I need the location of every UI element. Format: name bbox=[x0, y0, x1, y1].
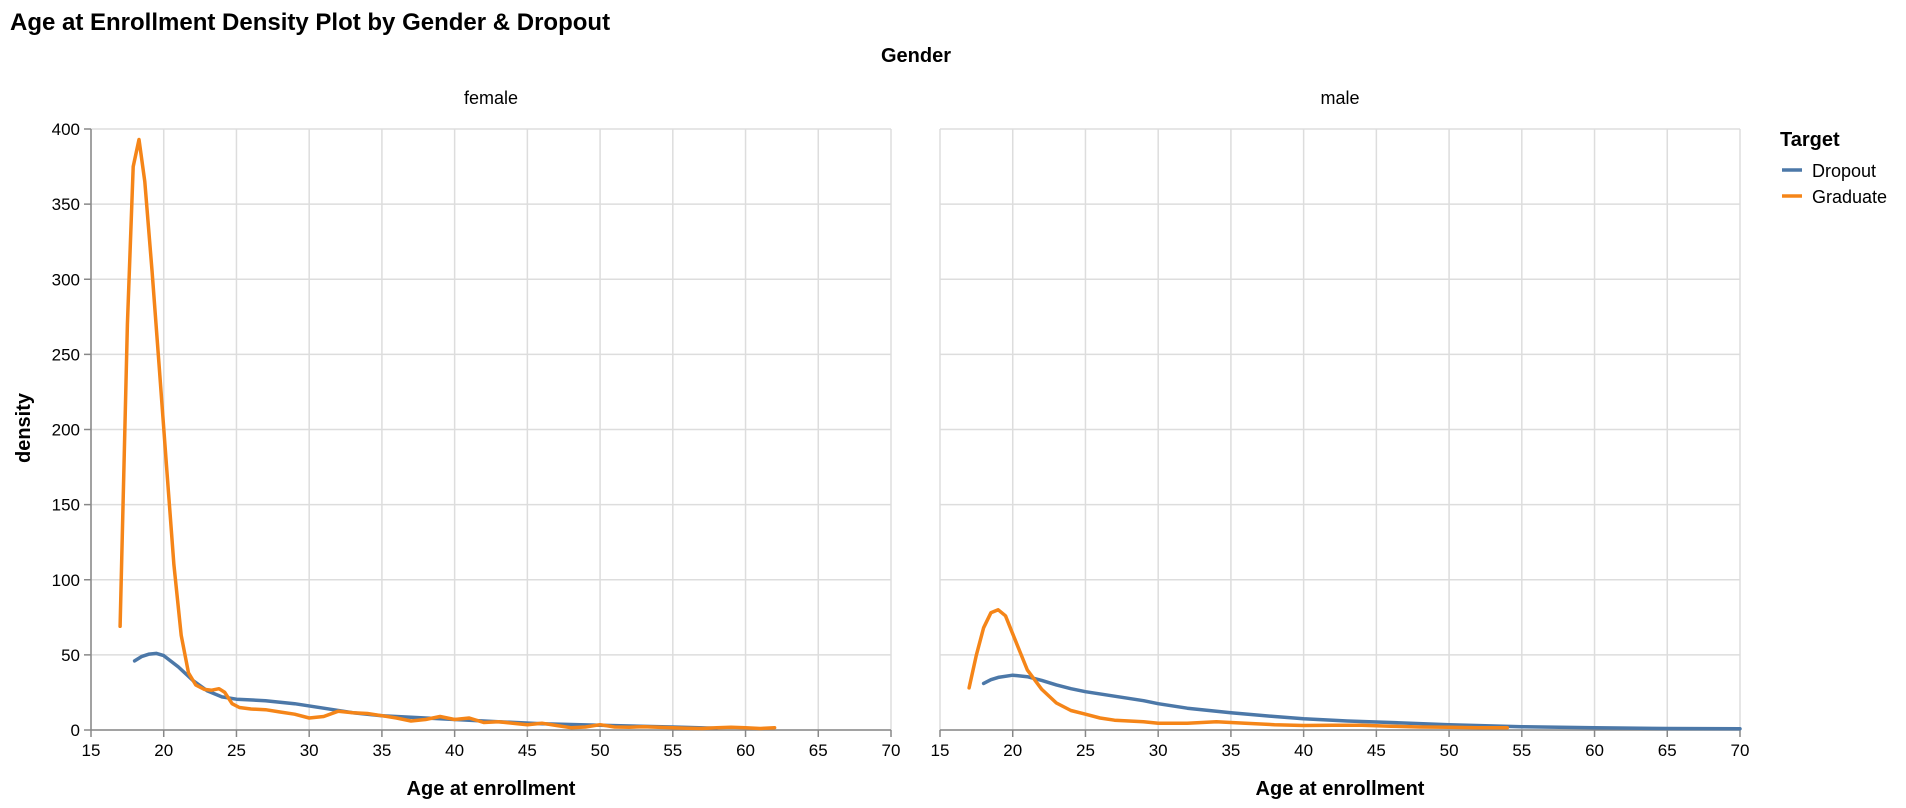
facet-header: Gender bbox=[881, 45, 951, 67]
y-tick-label: 50 bbox=[61, 646, 80, 665]
x-tick-label: 45 bbox=[1367, 741, 1386, 760]
y-tick-label: 400 bbox=[52, 120, 80, 139]
y-tick-label: 250 bbox=[52, 345, 80, 364]
facet-panel-male: male 15 20 25 30 35 40 45 50 55 60 65 70 Age at enrol… bbox=[931, 88, 1750, 800]
legend: Target Dropout Graduate bbox=[1780, 129, 1887, 207]
y-tick-label: 300 bbox=[52, 270, 80, 289]
x-tick-label: 30 bbox=[300, 741, 319, 760]
facet-label-male: male bbox=[1320, 88, 1359, 108]
x-tick-label: 65 bbox=[809, 741, 828, 760]
x-tick-label: 70 bbox=[1731, 741, 1750, 760]
x-tick-label: 25 bbox=[1076, 741, 1095, 760]
x-tick-label: 15 bbox=[931, 741, 950, 760]
x-tick-label: 20 bbox=[1003, 741, 1022, 760]
facet-panel-female: female 15 20 25 30 35 40 45 50 55 60 65 70 Age at enr… bbox=[52, 88, 901, 800]
y-tick-label: 0 bbox=[71, 721, 80, 740]
x-tick-label: 45 bbox=[518, 741, 537, 760]
series-line-graduate-female bbox=[118, 137, 777, 731]
x-axis-title: Age at enrollment bbox=[407, 778, 576, 800]
x-tick-label: 55 bbox=[1512, 741, 1531, 760]
chart-title: Age at Enrollment Density Plot by Gender… bbox=[10, 9, 610, 36]
x-tick-label: 40 bbox=[445, 741, 464, 760]
series-line-graduate-male bbox=[967, 608, 1510, 730]
y-axis-title: density bbox=[13, 392, 35, 463]
facets-layer: female 15 20 25 30 35 40 45 50 55 60 65 70 Age at enr… bbox=[52, 88, 1750, 800]
x-tick-label: 55 bbox=[663, 741, 682, 760]
x-tick-label: 20 bbox=[154, 741, 173, 760]
x-tick-label: 35 bbox=[372, 741, 391, 760]
x-tick-label: 70 bbox=[882, 741, 901, 760]
y-tick-label: 100 bbox=[52, 571, 80, 590]
x-tick-label: 35 bbox=[1221, 741, 1240, 760]
x-axis-title: Age at enrollment bbox=[1256, 778, 1425, 800]
x-tick-label: 60 bbox=[1585, 741, 1604, 760]
legend-title: Target bbox=[1780, 129, 1840, 151]
x-tick-label: 65 bbox=[1658, 741, 1677, 760]
facet-label-female: female bbox=[464, 88, 518, 108]
x-tick-label: 40 bbox=[1294, 741, 1313, 760]
legend-label-dropout: Dropout bbox=[1812, 161, 1876, 181]
y-tick-label: 350 bbox=[52, 195, 80, 214]
x-tick-label: 50 bbox=[1440, 741, 1459, 760]
y-tick-label: 200 bbox=[52, 421, 80, 440]
x-tick-label: 30 bbox=[1149, 741, 1168, 760]
legend-label-graduate: Graduate bbox=[1812, 187, 1887, 207]
series-line-dropout-male bbox=[981, 673, 1742, 731]
x-tick-label: 60 bbox=[736, 741, 755, 760]
x-tick-label: 25 bbox=[227, 741, 246, 760]
y-tick-label: 150 bbox=[52, 496, 80, 515]
x-tick-label: 15 bbox=[82, 741, 101, 760]
x-tick-label: 50 bbox=[591, 741, 610, 760]
